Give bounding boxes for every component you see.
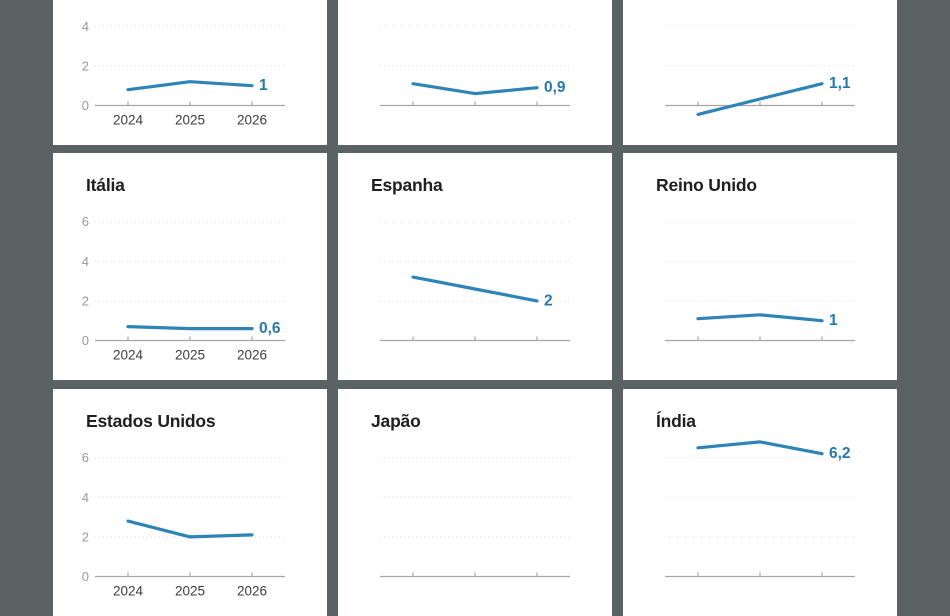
x-tick-label: 2026: [237, 584, 267, 599]
chart-panel-italia: Itália 0 2 4 6 2024 2025 2026 0,6: [53, 153, 327, 380]
data-line: [411, 82, 539, 96]
chart-panel-espanha: Espanha 2: [338, 153, 612, 380]
chart-panel-india: Índia 6,2: [623, 389, 897, 616]
line-chart: [380, 457, 570, 578]
x-tick-label: 2024: [113, 584, 144, 599]
y-tick-label: 2: [82, 293, 89, 308]
line-chart: 1,1: [665, 25, 855, 116]
line-chart: 1: [665, 221, 855, 342]
end-value-label: 6,2: [829, 445, 851, 462]
x-tick-label: 2025: [175, 113, 205, 128]
line-chart: 2: [380, 221, 570, 342]
y-tick-label: 2: [82, 58, 89, 73]
chart-panel-top-center: 0,9: [338, 0, 612, 145]
data-line: [126, 519, 254, 539]
y-tick-label: 4: [82, 254, 89, 269]
x-tick-label: 2025: [175, 584, 205, 599]
line-chart: 0 2 4 6 2024 2025 2026 0,6: [82, 214, 285, 363]
chart-title: Itália: [86, 175, 125, 195]
chart-title: Estados Unidos: [86, 411, 216, 431]
data-line: [696, 313, 824, 323]
line-chart: 6,2: [665, 440, 855, 578]
chart-panel-japao: Japão: [338, 389, 612, 616]
data-line: [696, 440, 824, 456]
end-value-label: 1,1: [829, 75, 851, 92]
y-tick-label: 0: [82, 569, 89, 584]
line-chart: 0 2 4 6 2024 2025 2026: [82, 450, 285, 599]
end-value-label: 1: [259, 77, 268, 94]
x-tick-label: 2026: [237, 348, 267, 363]
chart-title: Reino Unido: [656, 175, 757, 195]
chart-title: Espanha: [371, 175, 443, 195]
y-tick-label: 0: [82, 333, 89, 348]
y-tick-label: 2: [82, 529, 89, 544]
data-line: [126, 325, 254, 331]
line-chart: 02462024202520261: [82, 19, 285, 128]
y-tick-label: 6: [82, 214, 89, 229]
chart-title: Índia: [656, 411, 696, 431]
chart-panel-estados-unidos: Estados Unidos 0 2 4 6 2024 2025 2026: [53, 389, 327, 616]
end-value-label: 0,6: [259, 320, 281, 337]
y-tick-label: 4: [82, 19, 89, 34]
end-value-label: 2: [544, 292, 553, 309]
data-line: [126, 80, 254, 92]
y-tick-label: 0: [82, 98, 89, 113]
x-tick-label: 2025: [175, 348, 205, 363]
y-tick-label: 4: [82, 490, 89, 505]
chart-panel-top-left: 02462024202520261: [53, 0, 327, 145]
end-value-label: 0,9: [544, 79, 566, 96]
end-value-label: 1: [829, 312, 838, 329]
chart-panel-reino-unido: Reino Unido 1: [623, 153, 897, 380]
y-tick-label: 6: [82, 450, 89, 465]
x-tick-label: 2024: [113, 113, 144, 128]
x-tick-label: 2026: [237, 113, 267, 128]
x-tick-label: 2024: [113, 348, 144, 363]
chart-title: Japão: [371, 411, 421, 431]
chart-panel-top-right: 1,1: [623, 0, 897, 145]
data-line: [696, 82, 824, 116]
data-line: [411, 275, 539, 303]
line-chart: 0,9: [380, 25, 570, 107]
